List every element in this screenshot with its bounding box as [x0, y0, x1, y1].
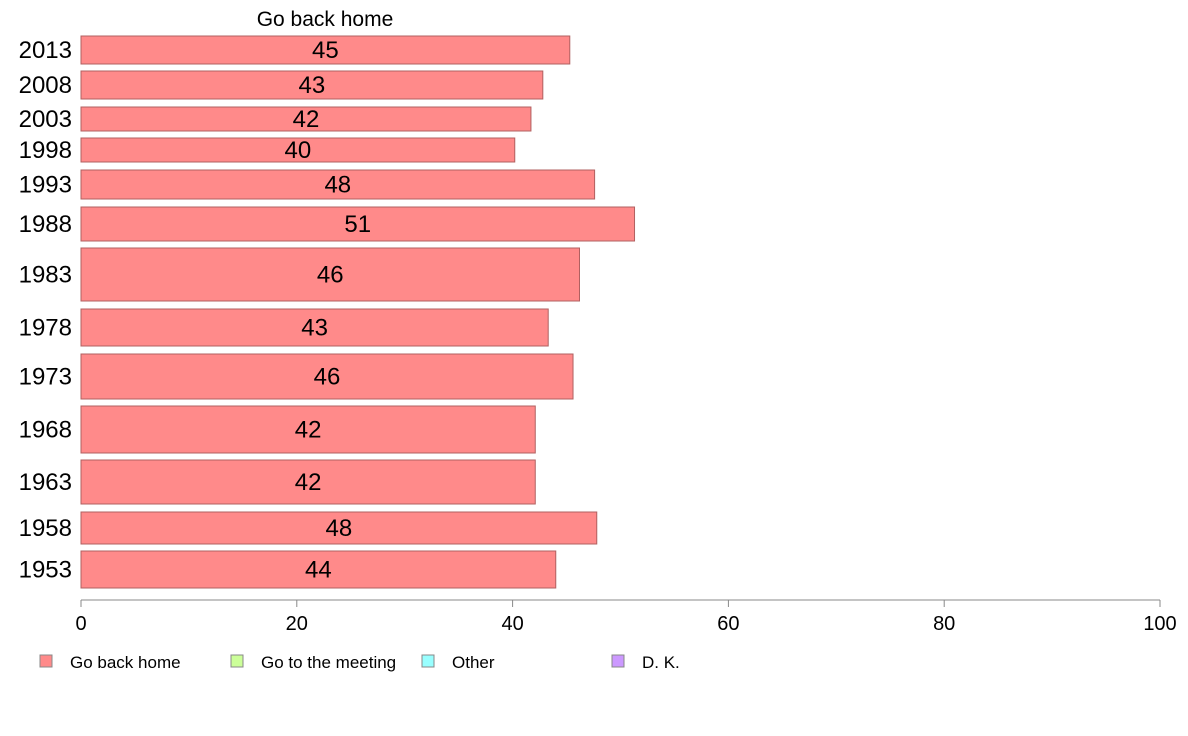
bar [80, 308, 549, 347]
bar-value-label: 40 [285, 137, 312, 164]
bar-value-label: 42 [295, 417, 322, 444]
x-tick-label: 80 [933, 613, 955, 635]
y-tick-label: 1993 [19, 172, 72, 199]
bar [80, 106, 532, 132]
legend-label: Go back home [70, 653, 181, 672]
legend-swatch [230, 654, 244, 668]
bar-value-label: 43 [301, 315, 328, 342]
x-tick-label: 20 [286, 613, 308, 635]
bar [80, 70, 544, 100]
y-tick-label: 1953 [19, 557, 72, 584]
x-axis: 0 20 40 60 80 100 [75, 599, 1177, 635]
bar-value-label: 44 [305, 557, 332, 584]
y-tick-label: 2003 [19, 106, 72, 133]
x-tick-label: 0 [75, 613, 86, 635]
bar-value-label: 51 [344, 211, 371, 238]
bar [80, 405, 536, 454]
x-tick-label: 100 [1143, 613, 1176, 635]
bar-value-label: 42 [295, 469, 322, 496]
bar-value-label: 46 [317, 262, 344, 289]
y-tick-label: 1983 [19, 262, 72, 289]
legend-swatch [611, 654, 625, 668]
y-tick-label: 1968 [19, 417, 72, 444]
bar [80, 35, 571, 65]
bar-value-label: 42 [293, 106, 320, 133]
y-tick-label: 1973 [19, 364, 72, 391]
chart-title: Go back home [257, 8, 394, 31]
y-tick-label: 1998 [19, 137, 72, 164]
bar [80, 206, 636, 242]
bar-value-label: 46 [314, 364, 341, 391]
legend: Go back home Go to the meeting Other D. K. [39, 653, 680, 672]
legend-swatch [421, 654, 435, 668]
bar [80, 169, 596, 200]
legend-label: Other [452, 653, 495, 672]
bar-value-label: 45 [312, 37, 339, 64]
bars-group: 2013 45 2008 43 2003 42 1998 40 1993 48 1988 51 1983… [19, 35, 636, 589]
bar-value-label: 48 [326, 515, 353, 542]
y-tick-label: 2013 [19, 37, 72, 64]
bar-value-label: 48 [324, 172, 351, 199]
y-tick-label: 1963 [19, 469, 72, 496]
bar [80, 550, 557, 589]
bar [80, 137, 516, 163]
bar-value-label: 43 [299, 72, 326, 99]
y-tick-label: 1958 [19, 515, 72, 542]
x-tick-label: 60 [717, 613, 739, 635]
x-tick-label: 40 [501, 613, 523, 635]
y-tick-label: 1978 [19, 315, 72, 342]
legend-swatch [39, 654, 53, 668]
bar [80, 511, 598, 545]
bar [80, 353, 574, 400]
y-tick-label: 2008 [19, 72, 72, 99]
legend-label: Go to the meeting [261, 653, 396, 672]
legend-label: D. K. [642, 653, 680, 672]
y-tick-label: 1988 [19, 211, 72, 238]
bar [80, 459, 536, 505]
bar [80, 247, 580, 302]
